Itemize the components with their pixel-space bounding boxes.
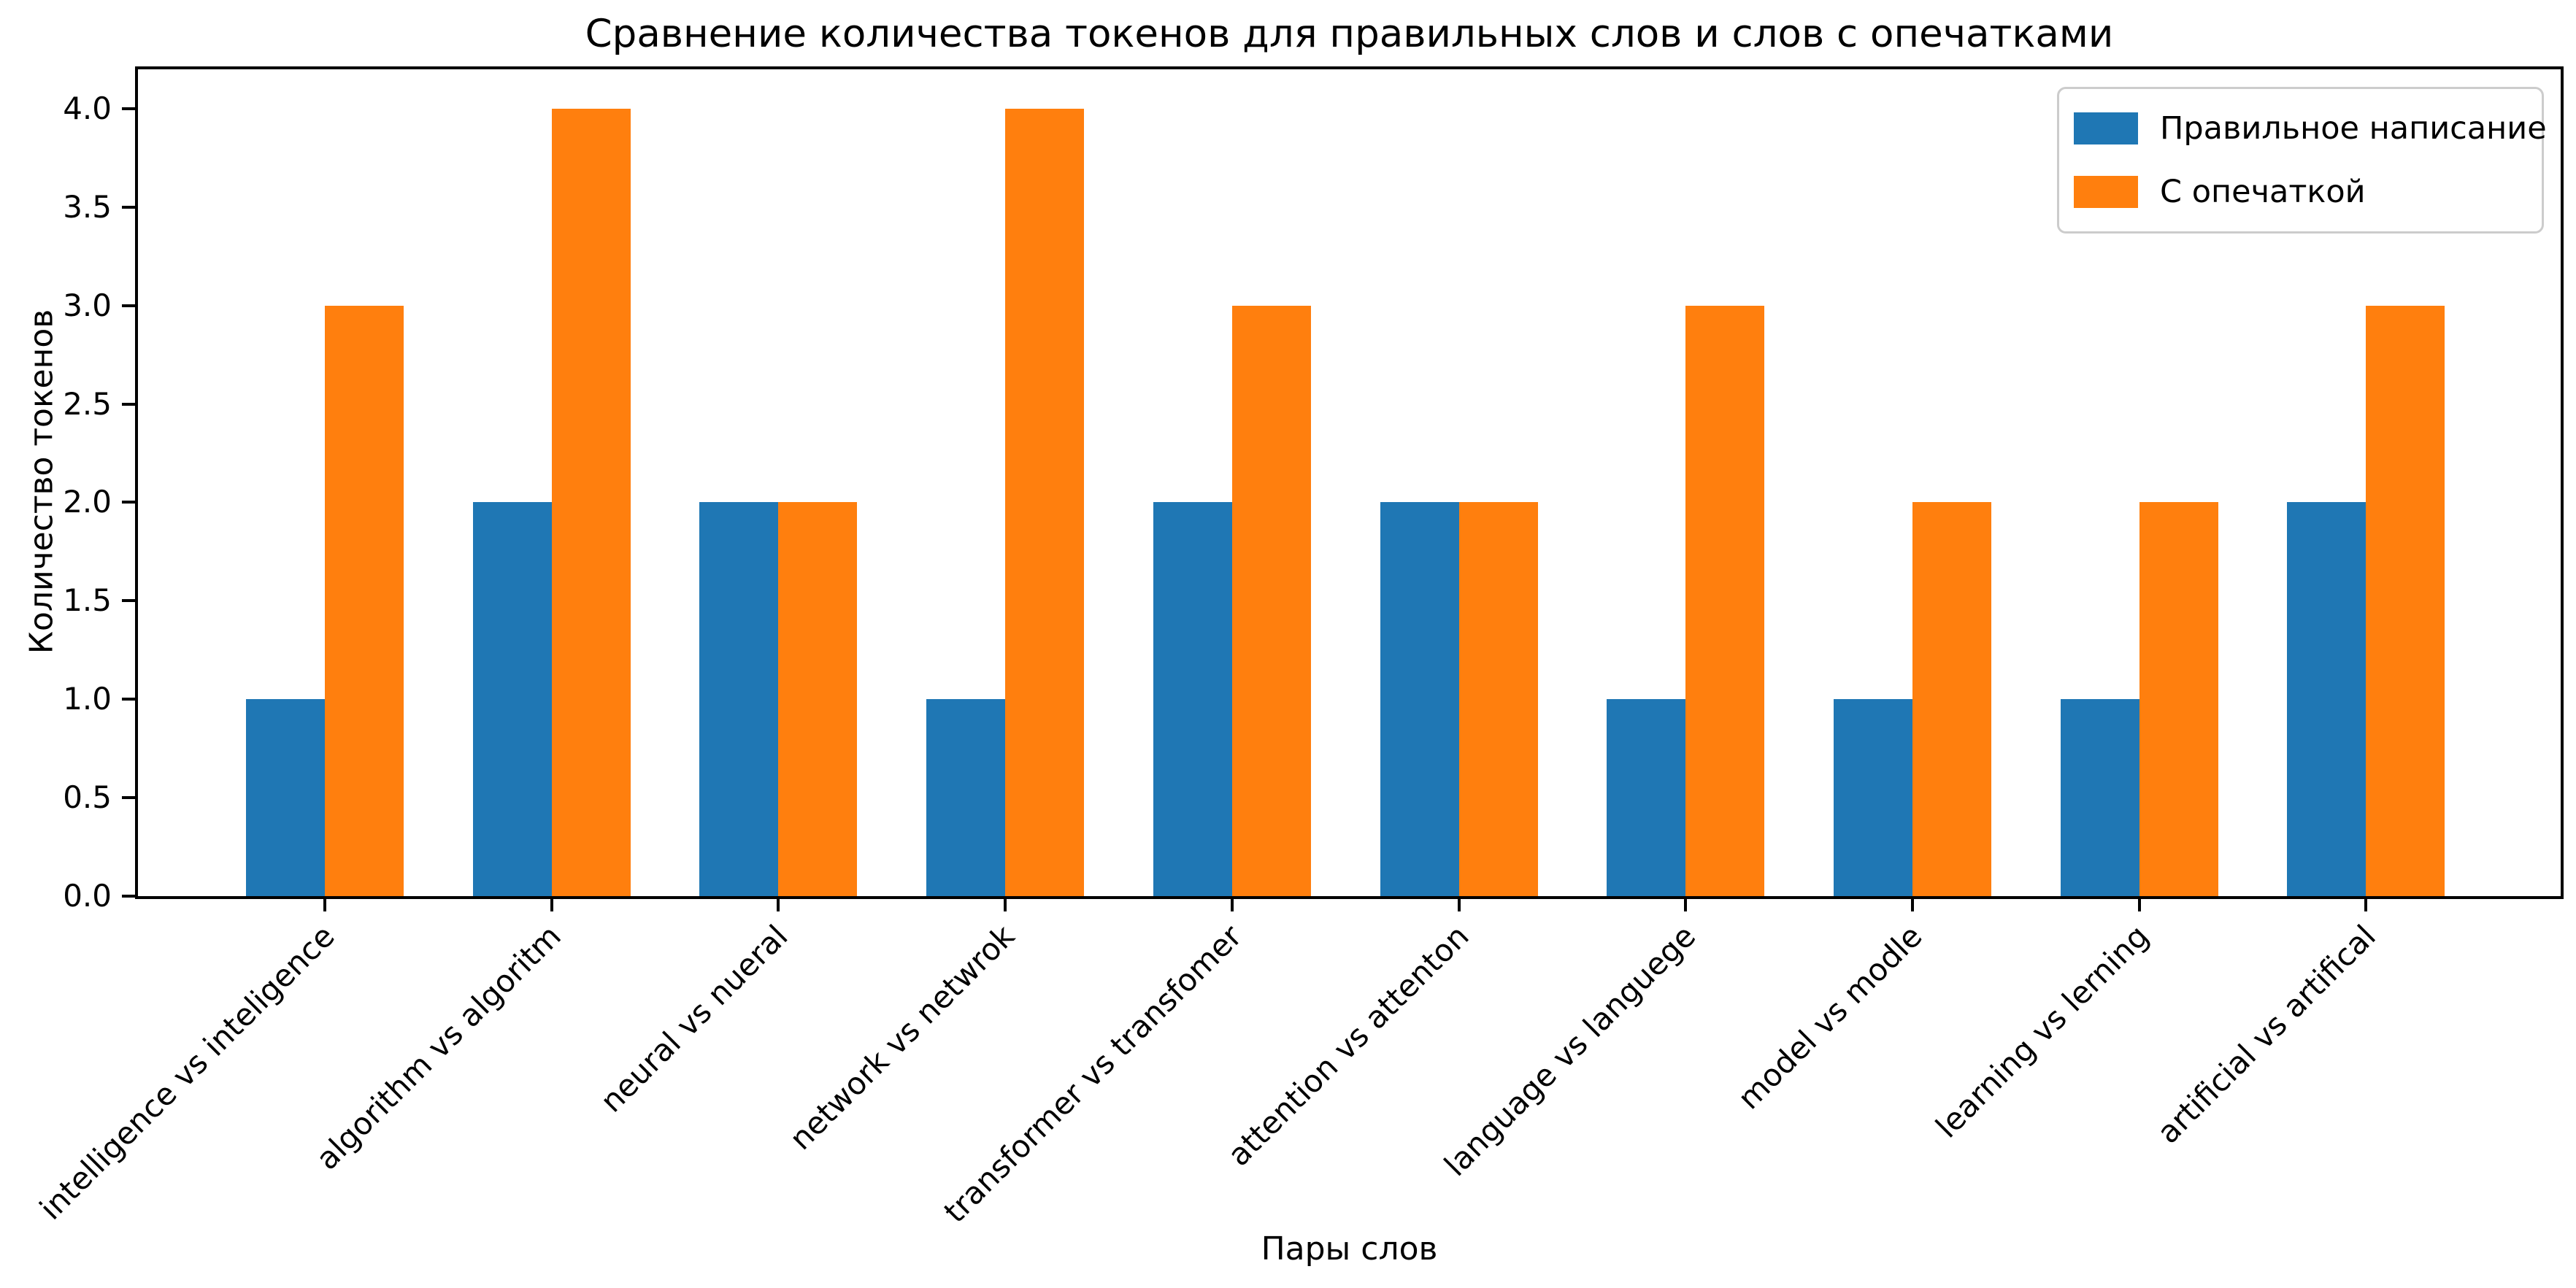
bar-correct-spelling bbox=[1833, 699, 1912, 896]
x-tick-mark bbox=[2137, 899, 2141, 911]
bar-correct-spelling bbox=[2060, 699, 2139, 896]
y-tick-mark bbox=[122, 205, 135, 209]
y-tick-mark bbox=[122, 107, 135, 110]
bar-with-typo bbox=[778, 502, 858, 896]
y-tick-label: 0.5 bbox=[63, 779, 112, 816]
legend-label-typo: С опечаткой bbox=[2160, 173, 2366, 210]
bar-correct-spelling bbox=[2287, 502, 2367, 896]
bar-correct-spelling bbox=[472, 502, 552, 896]
x-tick-mark bbox=[1684, 899, 1688, 911]
x-tick-mark bbox=[1457, 899, 1461, 911]
x-tick-mark bbox=[2364, 899, 2368, 911]
chart-title: Сравнение количества токенов для правиль… bbox=[585, 12, 2114, 56]
bar-with-typo bbox=[1005, 108, 1085, 896]
bar-correct-spelling bbox=[699, 502, 779, 896]
bar-correct-spelling bbox=[1380, 502, 1459, 896]
x-tick-label: attention vs attenton bbox=[1220, 918, 1476, 1173]
x-tick-mark bbox=[323, 899, 326, 911]
bar-with-typo bbox=[1912, 502, 1991, 896]
legend-label-correct: Правильное написание bbox=[2160, 110, 2547, 147]
legend-item-correct: Правильное написание bbox=[2074, 99, 2547, 158]
bar-correct-spelling bbox=[926, 699, 1006, 896]
bar-with-typo bbox=[1685, 305, 1765, 896]
y-tick-label: 3.0 bbox=[63, 287, 112, 323]
x-tick-label: algorithm vs algoritm bbox=[309, 918, 569, 1177]
x-tick-mark bbox=[777, 899, 780, 911]
legend-swatch-typo bbox=[2074, 175, 2138, 208]
legend: Правильное написание С опечаткой bbox=[2057, 87, 2547, 234]
legend-item-typo: С опечаткой bbox=[2074, 163, 2527, 221]
x-tick-label: artificial vs artifical bbox=[2150, 918, 2383, 1151]
bar-with-typo bbox=[1458, 502, 1538, 896]
y-tick-label: 2.5 bbox=[63, 385, 112, 422]
y-axis-title: Количество токенов bbox=[23, 309, 61, 655]
y-tick-mark bbox=[122, 304, 135, 307]
bar-with-typo bbox=[2366, 305, 2445, 896]
bar-with-typo bbox=[1231, 305, 1311, 896]
y-tick-mark bbox=[122, 698, 135, 701]
x-tick-mark bbox=[550, 899, 553, 911]
x-tick-mark bbox=[1230, 899, 1234, 911]
y-tick-mark bbox=[122, 402, 135, 406]
y-tick-mark bbox=[122, 599, 135, 603]
bar-with-typo bbox=[325, 305, 404, 896]
bar-correct-spelling bbox=[246, 699, 325, 896]
y-tick-mark bbox=[122, 796, 135, 800]
x-tick-label: language vs languege bbox=[1437, 918, 1702, 1184]
y-tick-label: 4.0 bbox=[63, 90, 112, 126]
x-tick-label: neural vs nueral bbox=[593, 918, 796, 1119]
x-tick-label: model vs modle bbox=[1731, 918, 1929, 1117]
y-tick-label: 0.0 bbox=[63, 878, 112, 914]
bar-correct-spelling bbox=[1153, 502, 1232, 896]
x-tick-label: learning vs lerning bbox=[1929, 918, 2156, 1145]
bar-correct-spelling bbox=[1607, 699, 1686, 896]
y-tick-mark bbox=[122, 501, 135, 504]
x-tick-label: network vs netwrok bbox=[783, 918, 1022, 1157]
x-tick-mark bbox=[1004, 899, 1007, 911]
y-tick-mark bbox=[122, 895, 135, 898]
bar-with-typo bbox=[2139, 502, 2218, 896]
x-axis-title: Пары слов bbox=[1261, 1230, 1438, 1268]
x-tick-label: intelligence vs inteligence bbox=[32, 918, 342, 1227]
bar-with-typo bbox=[551, 108, 631, 896]
y-tick-label: 1.0 bbox=[63, 681, 112, 717]
legend-swatch-correct bbox=[2074, 112, 2138, 145]
y-tick-label: 3.5 bbox=[63, 188, 112, 225]
x-tick-mark bbox=[1910, 899, 1914, 911]
y-tick-label: 2.0 bbox=[63, 484, 112, 520]
y-tick-label: 1.5 bbox=[63, 582, 112, 619]
